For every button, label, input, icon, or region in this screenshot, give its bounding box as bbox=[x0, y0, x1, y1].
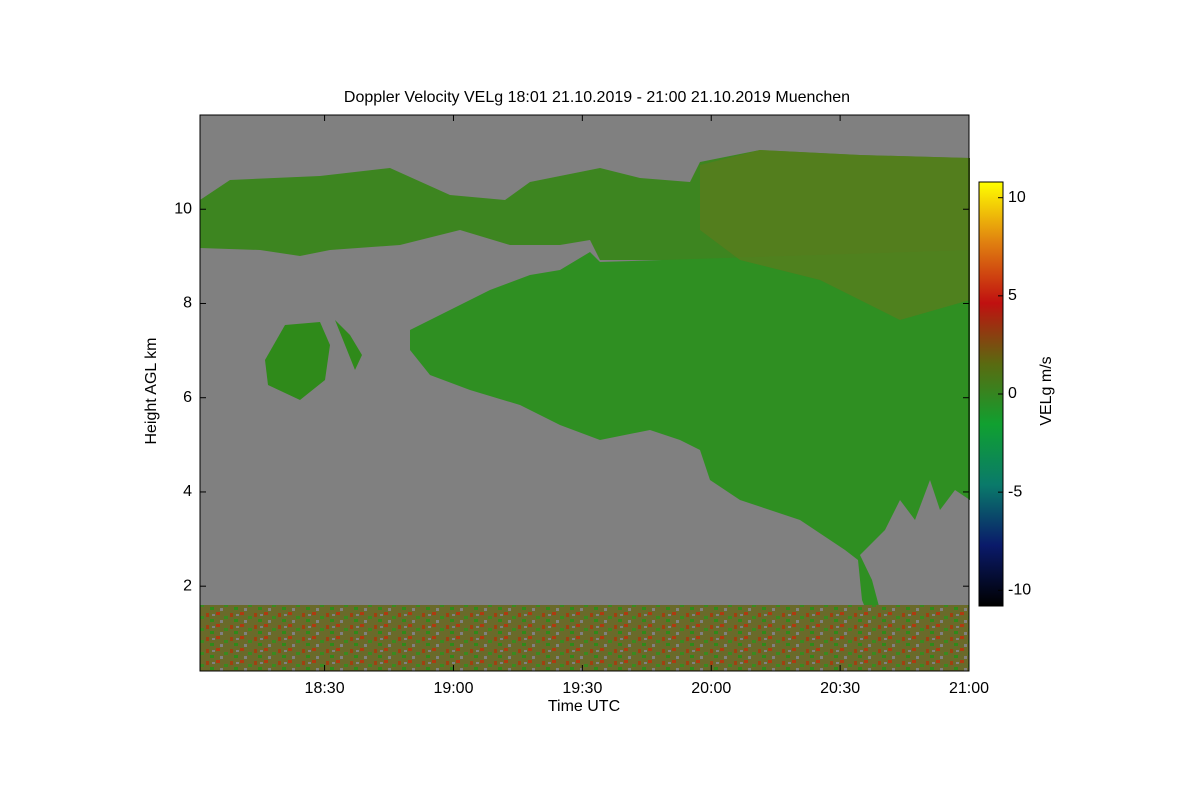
y-tick-label: 10 bbox=[174, 200, 192, 217]
x-tick-label: 20:00 bbox=[691, 680, 731, 697]
colorbar-tick-label: 10 bbox=[1008, 189, 1026, 206]
y-tick-label: 4 bbox=[183, 483, 192, 500]
x-tick-label: 19:30 bbox=[562, 680, 602, 697]
x-tick-label: 20:30 bbox=[820, 680, 860, 697]
x-tick-label: 18:30 bbox=[305, 680, 345, 697]
colorbar-tick-label: 0 bbox=[1008, 385, 1017, 402]
y-tick-label: 2 bbox=[183, 577, 192, 594]
chart-title: Doppler Velocity VELg 18:01 21.10.2019 -… bbox=[344, 89, 850, 106]
y-tick-label: 8 bbox=[183, 295, 192, 312]
y-axis-label: Height AGL km bbox=[143, 337, 160, 444]
x-tick-label: 21:00 bbox=[949, 680, 989, 697]
colorbar-tick-label: -5 bbox=[1008, 483, 1022, 500]
x-tick-label: 19:00 bbox=[433, 680, 473, 697]
plot-frame bbox=[199, 114, 970, 672]
y-tick-label: 6 bbox=[183, 389, 192, 406]
colorbar-tick-label: 5 bbox=[1008, 287, 1017, 304]
x-axis-label: Time UTC bbox=[548, 698, 620, 715]
echo-field bbox=[200, 150, 970, 671]
colorbar-tick-label: -10 bbox=[1008, 582, 1031, 599]
colorbar-label: VELg m/s bbox=[1038, 356, 1055, 425]
